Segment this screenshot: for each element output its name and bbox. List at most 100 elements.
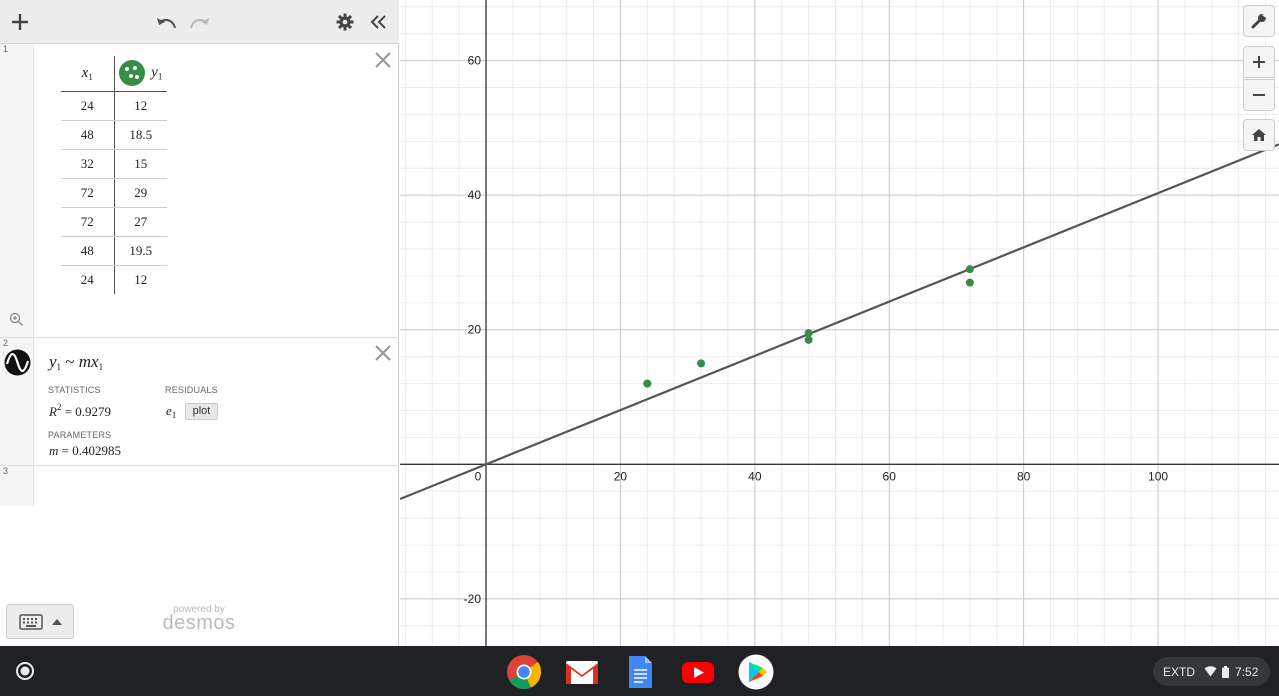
caret-up-icon <box>52 619 62 625</box>
row-number: 2 <box>3 338 9 348</box>
y-header-sub: 1 <box>157 71 163 82</box>
y-tick-label: 40 <box>468 188 482 202</box>
close-icon <box>375 52 391 68</box>
graph-svg[interactable]: 0 20 40 60 80 100 60 40 20 -20 <box>400 0 1279 646</box>
data-point <box>965 278 974 287</box>
x-header-sub: 1 <box>88 71 93 82</box>
residual-variable: e1 <box>166 403 177 420</box>
table-cell[interactable]: 24 <box>61 91 115 121</box>
table-cell[interactable]: 48 <box>61 120 115 150</box>
home-icon <box>1252 129 1266 141</box>
clock-time: 7:52 <box>1235 664 1259 679</box>
x-tick-label: 40 <box>748 469 762 483</box>
undo-button[interactable] <box>152 8 180 36</box>
zoom-out-button[interactable] <box>1243 79 1275 111</box>
regression-line-group <box>400 143 1279 501</box>
table-cell[interactable]: 32 <box>61 149 115 179</box>
graph-settings-button[interactable] <box>1243 5 1275 37</box>
table-row: 72 27 <box>61 207 167 237</box>
table-row: 24 12 <box>61 91 167 121</box>
table-cell[interactable]: 12 <box>114 91 167 121</box>
statistics-label: STATISTICS <box>48 385 101 395</box>
data-point <box>804 335 813 344</box>
table-cell[interactable]: 19.5 <box>114 236 167 266</box>
redo-icon <box>189 18 209 29</box>
desmos-branding[interactable]: powered by desmos <box>162 604 236 635</box>
row-gutter: 3 <box>0 466 34 506</box>
zoom-in-button[interactable] <box>1243 46 1275 78</box>
data-point <box>697 359 706 368</box>
data-points <box>643 265 974 388</box>
settings-button[interactable] <box>331 8 359 36</box>
row-number: 1 <box>3 44 9 54</box>
row-gutter: 1 <box>0 44 34 337</box>
docs-icon[interactable] <box>622 654 658 690</box>
table-header-y[interactable]: y1 <box>114 56 167 92</box>
regression-icon[interactable] <box>4 349 31 376</box>
add-expression-button[interactable] <box>6 8 34 36</box>
regression-expression[interactable]: y1 ~ mx1 <box>49 352 104 372</box>
expression-row-empty[interactable]: 3 <box>0 466 399 506</box>
table-cell[interactable]: 27 <box>114 207 167 237</box>
delete-expression-button[interactable] <box>373 343 393 363</box>
axes <box>400 0 1279 646</box>
table-row: 48 19.5 <box>61 236 167 266</box>
wrench-icon <box>1251 14 1266 29</box>
data-table: x1 y1 24 12 48 18.5 32 15 72 29 72 27 48 19.5 … <box>61 56 167 294</box>
double-chevron-left-icon <box>370 15 386 29</box>
table-cell[interactable]: 72 <box>61 207 115 237</box>
y-header-label: y <box>151 64 158 81</box>
default-viewport-button[interactable] <box>1243 119 1275 151</box>
table-header-x[interactable]: x1 <box>61 56 115 92</box>
table-row: 72 29 <box>61 178 167 208</box>
minor-grid <box>400 0 1279 646</box>
plot-residuals-button[interactable]: plot <box>185 403 218 420</box>
table-cell[interactable]: 12 <box>134 271 148 287</box>
taskbar: EXTD 7:52 <box>0 646 1279 696</box>
table-row: 32 15 <box>61 149 167 179</box>
table-cell[interactable]: 15 <box>114 149 167 179</box>
table-cell[interactable]: 24 <box>61 265 115 294</box>
table-cell[interactable]: 72 <box>61 178 115 208</box>
desmos-logo: desmos <box>162 612 236 634</box>
expression-panel: 1 x1 y1 24 12 48 18.5 32 15 72 29 72 27 48 19.… <box>0 0 399 646</box>
chrome-icon[interactable] <box>506 654 542 690</box>
undo-icon <box>157 18 177 29</box>
major-grid <box>400 0 1279 646</box>
table-row: 24 12 <box>61 265 167 294</box>
table-cell[interactable]: 18.5 <box>114 120 167 150</box>
expression-row-table[interactable]: 1 <box>0 44 399 338</box>
youtube-icon[interactable] <box>680 654 716 690</box>
play-store-icon[interactable] <box>738 654 774 690</box>
collapse-panel-button[interactable] <box>364 8 392 36</box>
row-gutter: 2 <box>0 338 34 465</box>
powered-by-text: powered by <box>173 604 225 615</box>
launcher-icon[interactable] <box>11 657 39 685</box>
wifi-icon <box>1204 666 1217 677</box>
gmail-icon[interactable] <box>564 654 600 690</box>
table-cell[interactable]: 48 <box>61 236 115 266</box>
data-point <box>804 329 813 338</box>
expression-row-regression[interactable]: 2 y1 ~ mx1 STATISTICS RESIDUALS R2 = 0.9… <box>0 338 399 466</box>
x-tick-label: 60 <box>883 469 897 483</box>
redo-button[interactable] <box>186 8 214 36</box>
gear-icon <box>336 13 354 31</box>
plus-icon <box>1253 56 1265 68</box>
y-tick-label: 20 <box>468 323 482 337</box>
parameters-label: PARAMETERS <box>48 430 112 440</box>
point-style-icon[interactable] <box>119 60 146 87</box>
x-tick-label: 0 <box>475 469 482 483</box>
graph-paper[interactable]: 0 20 40 60 80 100 60 40 20 -20 <box>400 0 1279 646</box>
keyboard-toggle-button[interactable] <box>6 604 74 639</box>
zoom-fit-icon[interactable] <box>9 312 24 327</box>
system-tray[interactable]: EXTD 7:52 <box>1153 657 1270 686</box>
table-row: 48 18.5 <box>61 120 167 150</box>
delete-expression-button[interactable] <box>373 50 393 70</box>
r-squared-value: R2 = 0.9279 <box>49 402 112 419</box>
keyboard-icon <box>19 614 43 630</box>
table-cell[interactable]: 29 <box>114 178 167 208</box>
plus-icon <box>12 14 28 30</box>
data-point <box>965 265 974 274</box>
close-icon <box>375 345 391 361</box>
x-tick-label: 20 <box>614 469 628 483</box>
